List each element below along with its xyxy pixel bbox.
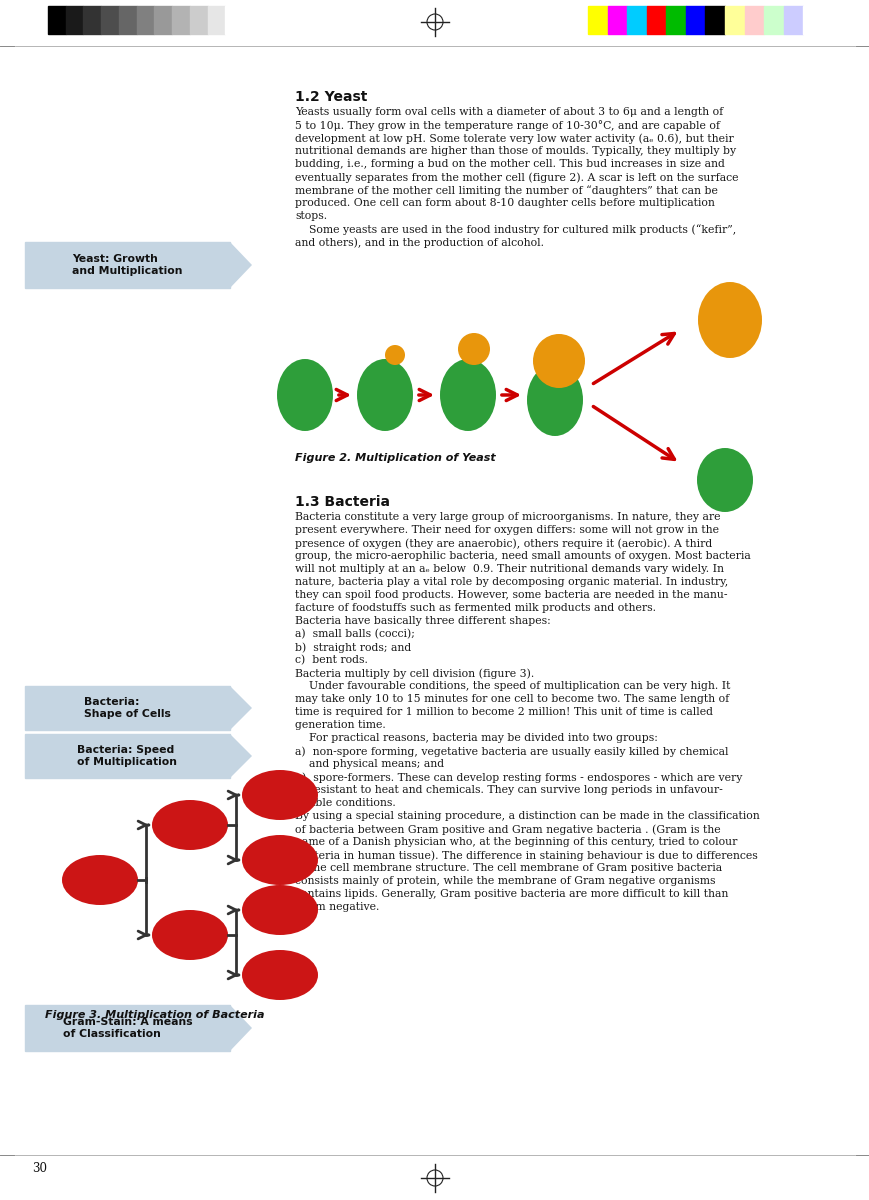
Ellipse shape bbox=[242, 770, 318, 820]
Text: Bacteria: Speed
of Multiplication: Bacteria: Speed of Multiplication bbox=[77, 745, 177, 767]
Text: they can spoil food products. However, some bacteria are needed in the manu-: they can spoil food products. However, s… bbox=[295, 590, 726, 600]
Text: 1.3 Bacteria: 1.3 Bacteria bbox=[295, 494, 389, 509]
Text: and others), and in the production of alcohol.: and others), and in the production of al… bbox=[295, 236, 543, 247]
Text: 30: 30 bbox=[32, 1162, 47, 1175]
Text: 1.2 Yeast: 1.2 Yeast bbox=[295, 90, 367, 104]
Text: and physical means; and: and physical means; and bbox=[295, 758, 443, 769]
Ellipse shape bbox=[356, 359, 413, 431]
Ellipse shape bbox=[385, 346, 405, 365]
Text: facture of foodstuffs such as fermented milk products and others.: facture of foodstuffs such as fermented … bbox=[295, 602, 655, 613]
Bar bbox=[705, 6, 724, 34]
Ellipse shape bbox=[242, 835, 318, 886]
Ellipse shape bbox=[440, 359, 495, 431]
Bar bbox=[25, 686, 229, 730]
Ellipse shape bbox=[242, 886, 318, 935]
Bar bbox=[208, 6, 225, 34]
Text: development at low pH. Some tolerate very low water activity (aₑ 0.6), but their: development at low pH. Some tolerate ver… bbox=[295, 133, 733, 144]
Bar bbox=[25, 734, 229, 778]
Text: consists mainly of protein, while the membrane of Gram negative organisms: consists mainly of protein, while the me… bbox=[295, 876, 714, 886]
Text: Yeasts usually form oval cells with a diameter of about 3 to 6μ and a length of: Yeasts usually form oval cells with a di… bbox=[295, 107, 722, 116]
Text: Yeast: Growth
and Multiplication: Yeast: Growth and Multiplication bbox=[72, 254, 182, 276]
Bar bbox=[607, 6, 627, 34]
Ellipse shape bbox=[242, 950, 318, 1000]
Ellipse shape bbox=[152, 910, 228, 960]
Text: stops.: stops. bbox=[295, 211, 327, 221]
Text: group, the micro-aerophilic bacteria, need small amounts of oxygen. Most bacteri: group, the micro-aerophilic bacteria, ne… bbox=[295, 551, 750, 560]
Text: may take only 10 to 15 minutes for one cell to become two. The same length of: may take only 10 to 15 minutes for one c… bbox=[295, 694, 728, 704]
Ellipse shape bbox=[62, 854, 138, 905]
Text: Bacteria constitute a very large group of microorganisms. In nature, they are: Bacteria constitute a very large group o… bbox=[295, 512, 720, 522]
Bar bbox=[225, 6, 242, 34]
Text: a)  non-spore forming, vegetative bacteria are usually easily killed by chemical: a) non-spore forming, vegetative bacteri… bbox=[295, 746, 727, 756]
Bar bbox=[763, 6, 783, 34]
Bar bbox=[744, 6, 763, 34]
Bar bbox=[154, 6, 172, 34]
Text: eventually separates from the mother cell (figure 2). A scar is left on the surf: eventually separates from the mother cel… bbox=[295, 172, 738, 182]
Ellipse shape bbox=[533, 334, 584, 388]
Text: For practical reasons, bacteria may be divided into two groups:: For practical reasons, bacteria may be d… bbox=[295, 733, 657, 743]
Text: contains lipids. Generally, Gram positive bacteria are more difficult to kill th: contains lipids. Generally, Gram positiv… bbox=[295, 889, 727, 899]
Ellipse shape bbox=[152, 800, 228, 850]
Text: nature, bacteria play a vital role by decomposing organic material. In industry,: nature, bacteria play a vital role by de… bbox=[295, 577, 727, 587]
Bar bbox=[783, 6, 802, 34]
Text: Figure 2. Multiplication of Yeast: Figure 2. Multiplication of Yeast bbox=[295, 452, 495, 463]
Bar bbox=[25, 1006, 229, 1051]
Text: budding, i.e., forming a bud on the mother cell. This bud increases in size and: budding, i.e., forming a bud on the moth… bbox=[295, 158, 724, 169]
Polygon shape bbox=[229, 734, 252, 778]
Text: membrane of the mother cell limiting the number of “daughters” that can be: membrane of the mother cell limiting the… bbox=[295, 185, 717, 196]
Bar bbox=[666, 6, 685, 34]
Bar bbox=[25, 242, 229, 288]
Text: in the cell membrane structure. The cell membrane of Gram positive bacteria: in the cell membrane structure. The cell… bbox=[295, 863, 721, 874]
Bar bbox=[48, 6, 66, 34]
Bar bbox=[627, 6, 646, 34]
Bar bbox=[66, 6, 83, 34]
Bar bbox=[172, 6, 189, 34]
Bar bbox=[587, 6, 607, 34]
Bar bbox=[83, 6, 101, 34]
Ellipse shape bbox=[696, 448, 753, 512]
Text: 5 to 10μ. They grow in the temperature range of 10-30°C, and are capable of: 5 to 10μ. They grow in the temperature r… bbox=[295, 120, 720, 131]
Text: presence of oxygen (they are anaerobic), others require it (aerobic). A third: presence of oxygen (they are anaerobic),… bbox=[295, 538, 712, 548]
Text: Bacteria:
Shape of Cells: Bacteria: Shape of Cells bbox=[84, 697, 170, 719]
Bar bbox=[119, 6, 136, 34]
Bar bbox=[136, 6, 154, 34]
Text: generation time.: generation time. bbox=[295, 720, 385, 730]
Text: Figure 3. Multiplication of Bacteria: Figure 3. Multiplication of Bacteria bbox=[45, 1010, 264, 1020]
Text: Some yeasts are used in the food industry for cultured milk products (“kefir”,: Some yeasts are used in the food industr… bbox=[295, 224, 735, 235]
Bar bbox=[685, 6, 705, 34]
Text: present everywhere. Their need for oxygen differs: some will not grow in the: present everywhere. Their need for oxyge… bbox=[295, 526, 718, 535]
Text: By using a special staining procedure, a distinction can be made in the classifi: By using a special staining procedure, a… bbox=[295, 811, 759, 821]
Bar bbox=[189, 6, 208, 34]
Bar bbox=[802, 6, 822, 34]
Text: able conditions.: able conditions. bbox=[295, 798, 395, 808]
Bar bbox=[646, 6, 666, 34]
Text: a)  small balls (cocci);: a) small balls (cocci); bbox=[295, 629, 415, 640]
Text: Bacteria multiply by cell division (figure 3).: Bacteria multiply by cell division (figu… bbox=[295, 668, 534, 678]
Bar bbox=[101, 6, 119, 34]
Polygon shape bbox=[229, 1006, 252, 1051]
Ellipse shape bbox=[697, 282, 761, 358]
Polygon shape bbox=[229, 686, 252, 730]
Text: b)  spore-formers. These can develop resting forms - endospores - which are very: b) spore-formers. These can develop rest… bbox=[295, 772, 741, 782]
Text: Gram negative.: Gram negative. bbox=[295, 902, 379, 912]
Text: resistant to heat and chemicals. They can survive long periods in unfavour-: resistant to heat and chemicals. They ca… bbox=[295, 785, 722, 794]
Text: nutritional demands are higher than those of moulds. Typically, they multiply by: nutritional demands are higher than thos… bbox=[295, 146, 735, 156]
Text: produced. One cell can form about 8-10 daughter cells before multiplication: produced. One cell can form about 8-10 d… bbox=[295, 198, 714, 208]
Polygon shape bbox=[229, 242, 252, 288]
Ellipse shape bbox=[457, 332, 489, 365]
Ellipse shape bbox=[527, 364, 582, 436]
Text: will not multiply at an aₑ below  0.9. Their nutritional demands vary widely. In: will not multiply at an aₑ below 0.9. Th… bbox=[295, 564, 723, 574]
Text: b)  straight rods; and: b) straight rods; and bbox=[295, 642, 411, 653]
Text: time is required for 1 million to become 2 million! This unit of time is called: time is required for 1 million to become… bbox=[295, 707, 713, 716]
Bar bbox=[724, 6, 744, 34]
Text: bacteria in human tissue). The difference in staining behaviour is due to differ: bacteria in human tissue). The differenc… bbox=[295, 850, 757, 860]
Text: Bacteria have basically three different shapes:: Bacteria have basically three different … bbox=[295, 616, 550, 626]
Text: Under favourable conditions, the speed of multiplication can be very high. It: Under favourable conditions, the speed o… bbox=[295, 680, 730, 691]
Ellipse shape bbox=[276, 359, 333, 431]
Text: name of a Danish physician who, at the beginning of this century, tried to colou: name of a Danish physician who, at the b… bbox=[295, 838, 737, 847]
Text: Gram-Stain: A means
of Classification: Gram-Stain: A means of Classification bbox=[63, 1018, 192, 1039]
Text: c)  bent rods.: c) bent rods. bbox=[295, 655, 368, 665]
Text: of bacteria between Gram positive and Gram negative bacteria . (Gram is the: of bacteria between Gram positive and Gr… bbox=[295, 824, 720, 834]
